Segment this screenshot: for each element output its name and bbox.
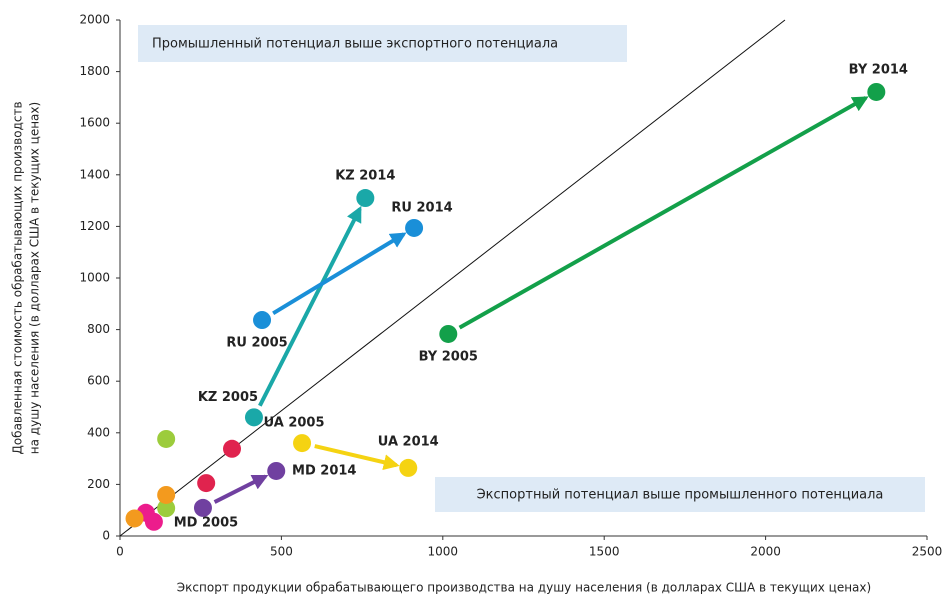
point bbox=[244, 408, 263, 427]
y-tick-label: 1200 bbox=[79, 219, 110, 233]
point-label: MD 2014 bbox=[292, 463, 356, 478]
point bbox=[399, 458, 418, 477]
y-tick-label: 200 bbox=[87, 477, 110, 491]
arrow bbox=[258, 205, 362, 407]
point-label: BY 2014 bbox=[849, 62, 908, 77]
point-label: RU 2005 bbox=[226, 336, 287, 351]
y-tick-label: 600 bbox=[87, 374, 110, 388]
x-tick-label: 2000 bbox=[750, 545, 781, 559]
y-axis-title: Добавленная стоимость обрабатывающих про… bbox=[11, 101, 25, 454]
point bbox=[867, 82, 886, 101]
y-tick-label: 1400 bbox=[79, 167, 110, 181]
x-tick-label: 1000 bbox=[428, 545, 459, 559]
point-label: KZ 2014 bbox=[335, 169, 395, 184]
annotation: Промышленный потенциал выше экспортного … bbox=[152, 37, 558, 52]
point bbox=[253, 311, 272, 330]
point bbox=[405, 218, 424, 237]
x-tick-label: 500 bbox=[270, 545, 293, 559]
point-label: KZ 2005 bbox=[198, 390, 258, 405]
y-tick-label: 1000 bbox=[79, 271, 110, 285]
x-tick-label: 1500 bbox=[589, 545, 620, 559]
y-tick-label: 1600 bbox=[79, 116, 110, 130]
x-axis-title: Экспорт продукции обрабатывающего произв… bbox=[177, 581, 871, 595]
diagonal-line bbox=[119, 19, 786, 537]
point bbox=[157, 499, 176, 518]
y-tick-label: 1800 bbox=[79, 64, 110, 78]
point bbox=[267, 461, 286, 480]
y-tick-label: 2000 bbox=[79, 13, 110, 27]
point bbox=[125, 509, 144, 528]
x-tick-label: 0 bbox=[116, 545, 124, 559]
arrow bbox=[213, 474, 269, 504]
x-tick-label: 2500 bbox=[912, 545, 943, 559]
point bbox=[293, 434, 312, 453]
point bbox=[157, 429, 176, 448]
annotation: Экспортный потенциал выше промышленного … bbox=[477, 488, 884, 503]
point bbox=[223, 439, 242, 458]
y-axis-title: на душу населения (в долларах США в теку… bbox=[28, 102, 42, 454]
annotation-box bbox=[138, 25, 627, 62]
y-tick-label: 0 bbox=[102, 529, 110, 543]
arrow bbox=[314, 444, 400, 471]
annotation-box bbox=[435, 477, 925, 512]
point bbox=[197, 474, 216, 493]
point bbox=[157, 485, 176, 504]
y-tick-label: 400 bbox=[87, 425, 110, 439]
y-tick-label: 800 bbox=[87, 322, 110, 336]
arrow bbox=[458, 96, 869, 330]
point bbox=[193, 498, 212, 517]
point bbox=[439, 324, 458, 343]
point-label: MD 2005 bbox=[174, 515, 238, 530]
arrow bbox=[272, 232, 407, 316]
point bbox=[356, 189, 375, 208]
point-label: RU 2014 bbox=[391, 200, 452, 215]
point-label: UA 2005 bbox=[264, 416, 325, 431]
point bbox=[144, 512, 163, 531]
point-label: BY 2005 bbox=[419, 349, 478, 364]
point-label: UA 2014 bbox=[378, 434, 439, 449]
